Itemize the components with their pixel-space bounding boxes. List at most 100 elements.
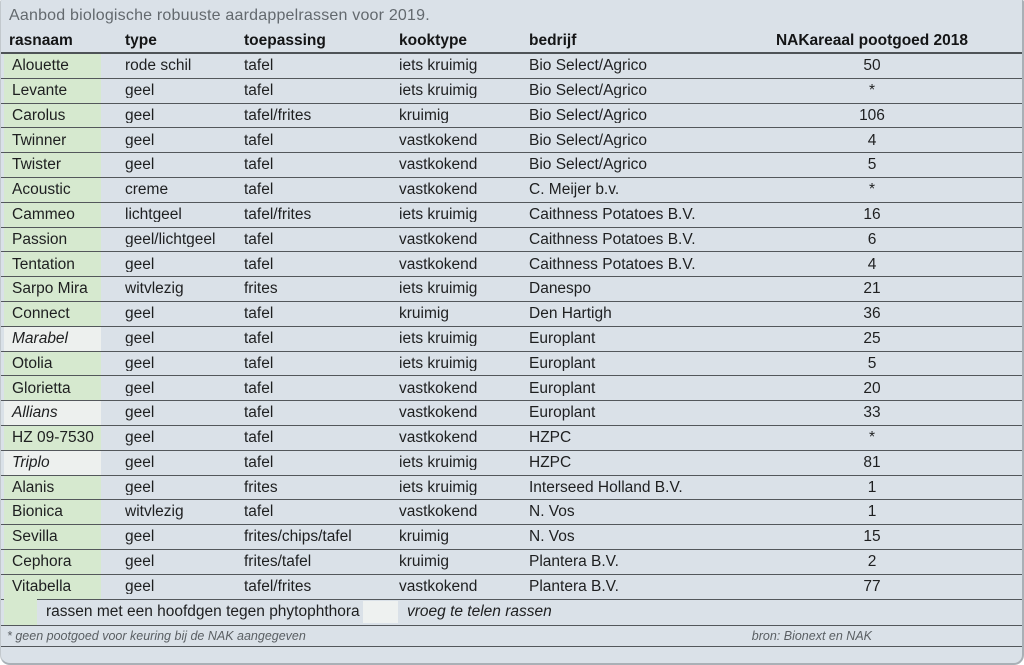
cell-rasnaam: Passion: [1, 227, 101, 252]
rasnaam-text: Passion: [12, 230, 68, 248]
cell-nakareaal: 5: [867, 157, 877, 173]
table-body: Alouette rode schil tafel iets kruimig B…: [1, 54, 1022, 600]
cell-rasnaam: Cammeo: [1, 202, 101, 227]
cell-toepassing: tafel: [244, 256, 274, 273]
cell-rasnaam: Cephora: [1, 549, 101, 574]
table-row: HZ 09-7530 geel tafel vastkokend HZPC *: [1, 425, 1022, 451]
cell-bedrijf: Plantera B.V.: [529, 578, 619, 595]
cell-kooktype: kruimig: [399, 107, 449, 124]
table-row: Alouette rode schil tafel iets kruimig B…: [1, 54, 1022, 79]
column-header-kooktype: kooktype: [399, 33, 468, 49]
cell-kooktype: kruimig: [399, 554, 449, 570]
rasnaam-text: Allians: [12, 404, 58, 422]
cell-nakareaal: 16: [863, 206, 881, 223]
cell-bedrijf: C. Meijer b.v.: [529, 182, 620, 198]
cell-toepassing: frites/chips/tafel: [244, 529, 352, 545]
column-header-type: type: [125, 33, 157, 49]
cell-kooktype: vastkokend: [399, 504, 478, 520]
rasnaam-text: Cammeo: [12, 205, 75, 223]
cell-toepassing: tafel/frites: [244, 206, 312, 223]
table-row: Tentation geel tafel vastkokend Caithnes…: [1, 252, 1022, 278]
cell-type: geel: [125, 405, 155, 421]
rasnaam-text: Triplo: [12, 453, 50, 471]
cell-rasnaam: Alouette: [1, 54, 101, 78]
table-row: Alanis geel frites iets kruimig Intersee…: [1, 475, 1022, 501]
cell-bedrijf: N. Vos: [529, 529, 575, 545]
cell-type: rode schil: [125, 58, 192, 74]
cell-bedrijf: Europlant: [529, 355, 596, 372]
rasnaam-text: Cephora: [12, 553, 72, 571]
cell-bedrijf: Europlant: [529, 330, 596, 347]
cell-bedrijf: HZPC: [529, 430, 572, 446]
rasnaam-text: HZ 09-7530: [12, 429, 94, 447]
cell-kooktype: vastkokend: [399, 578, 478, 595]
cell-rasnaam: Marabel: [1, 326, 101, 351]
cell-kooktype: iets kruimig: [399, 330, 478, 347]
footnote-row: * geen pootgoed voor keuring bij de NAK …: [1, 626, 1022, 647]
rasnaam-text: Otolia: [12, 354, 53, 372]
cell-toepassing: tafel: [244, 504, 274, 520]
legend-early-label: vroeg te telen rassen: [407, 603, 552, 621]
cell-type: geel: [125, 554, 155, 570]
rasnaam-text: Levante: [12, 81, 68, 99]
table-row: Vitabella geel tafel/frites vastkokend P…: [1, 574, 1022, 600]
cell-toepassing: tafel: [244, 430, 274, 446]
cell-bedrijf: Bio Select/Agrico: [529, 157, 648, 173]
cell-kooktype: iets kruimig: [399, 355, 478, 372]
cell-nakareaal: 81: [863, 454, 881, 471]
cell-toepassing: tafel: [244, 405, 274, 421]
cell-type: lichtgeel: [125, 206, 182, 223]
cell-toepassing: tafel/frites: [244, 107, 312, 124]
cell-type: geel: [125, 430, 155, 446]
cell-type: geel: [125, 454, 155, 471]
rasnaam-text: Glorietta: [12, 379, 71, 397]
rasnaam-text: Sarpo Mira: [12, 280, 88, 298]
table-row: Sevilla geel frites/chips/tafel kruimig …: [1, 525, 1022, 550]
cell-nakareaal: 4: [867, 132, 877, 149]
cell-nakareaal: 1: [867, 504, 877, 520]
cell-bedrijf: Europlant: [529, 405, 596, 421]
cell-rasnaam: Acoustic: [1, 177, 101, 202]
cell-toepassing: frites/tafel: [244, 554, 312, 570]
column-header-bedrijf: bedrijf: [529, 33, 577, 49]
cell-type: creme: [125, 182, 169, 198]
table-row: Twinner geel tafel vastkokend Bio Select…: [1, 128, 1022, 154]
table-row: Allians geel tafel vastkokend Europlant …: [1, 401, 1022, 426]
cell-nakareaal: 25: [863, 330, 881, 347]
cell-type: geel: [125, 479, 155, 496]
cell-rasnaam: Sarpo Mira: [1, 277, 101, 301]
cell-rasnaam: Sevilla: [1, 525, 101, 549]
cell-nakareaal: *: [868, 82, 876, 99]
footnote-text: * geen pootgoed voor keuring bij de NAK …: [7, 628, 306, 643]
cell-bedrijf: Bio Select/Agrico: [529, 132, 648, 149]
rasnaam-text: Marabel: [12, 329, 68, 347]
cell-bedrijf: Caithness Potatoes B.V.: [529, 231, 696, 248]
cell-kooktype: vastkokend: [399, 256, 478, 273]
cell-nakareaal: 15: [863, 529, 881, 545]
cell-kooktype: vastkokend: [399, 380, 478, 396]
cell-type: geel: [125, 256, 155, 273]
table-row: Sarpo Mira witvlezig frites iets kruimig…: [1, 277, 1022, 302]
cell-kooktype: iets kruimig: [399, 206, 478, 223]
cell-nakareaal: *: [868, 182, 876, 198]
cell-bedrijf: N. Vos: [529, 504, 575, 520]
cell-toepassing: tafel: [244, 132, 274, 149]
legend-green-label: rassen met een hoofdgen tegen phytophtho…: [46, 603, 360, 621]
cell-kooktype: vastkokend: [399, 231, 478, 248]
cell-rasnaam: Vitabella: [1, 574, 101, 599]
cell-kooktype: iets kruimig: [399, 479, 478, 496]
rasnaam-text: Twinner: [12, 131, 67, 149]
cell-nakareaal: 4: [867, 256, 877, 273]
table-row: Triplo geel tafel iets kruimig HZPC 81: [1, 450, 1022, 476]
cell-rasnaam: Bionica: [1, 500, 101, 525]
cell-nakareaal: 50: [863, 58, 881, 74]
cell-toepassing: tafel: [244, 182, 274, 198]
cell-kooktype: iets kruimig: [399, 82, 478, 99]
cell-nakareaal: 20: [863, 380, 881, 396]
cell-kooktype: vastkokend: [399, 430, 478, 446]
cell-bedrijf: Interseed Holland B.V.: [529, 479, 683, 496]
cell-rasnaam: Triplo: [1, 450, 101, 475]
table-row: Connect geel tafel kruimig Den Hartigh 3…: [1, 301, 1022, 327]
cell-nakareaal: 33: [863, 405, 881, 421]
rasnaam-text: Sevilla: [12, 528, 58, 546]
